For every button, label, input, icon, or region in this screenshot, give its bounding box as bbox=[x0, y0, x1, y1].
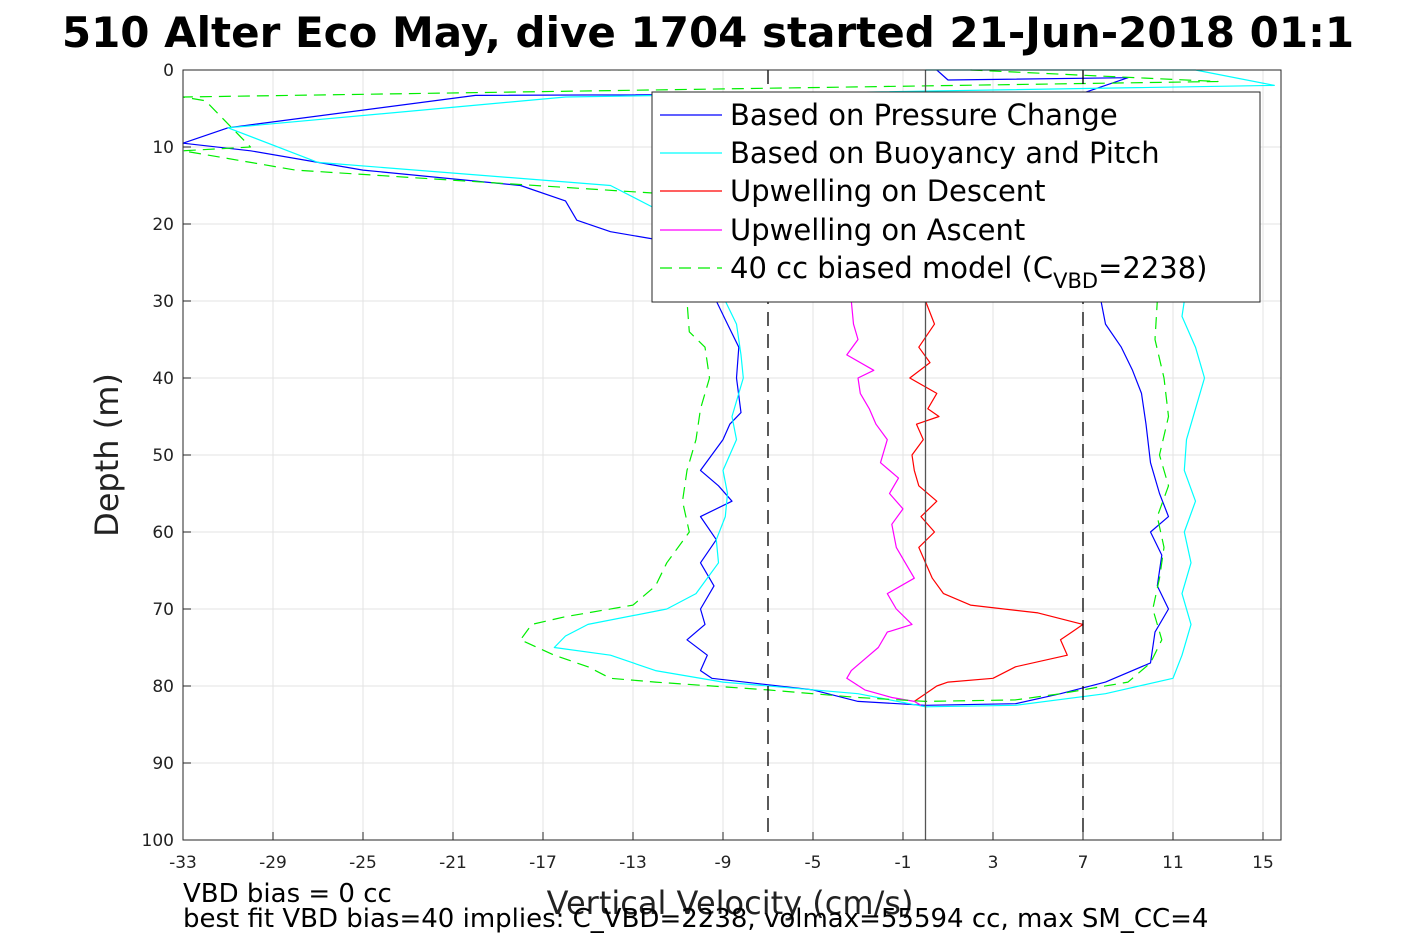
legend-label-buoyancy: Based on Buoyancy and Pitch bbox=[730, 136, 1160, 170]
x-tick-label: -5 bbox=[805, 853, 822, 873]
y-tick-label: 10 bbox=[152, 138, 174, 158]
series-line-based-on-pressure-change bbox=[182, 69, 1170, 706]
y-tick-label: 50 bbox=[152, 446, 174, 466]
x-tick-label: -33 bbox=[169, 853, 197, 873]
y-axis-ticks: 0 10 20 30 40 50 60 70 80 90 100 bbox=[142, 61, 191, 851]
y-axis-label: Depth (m) bbox=[88, 373, 126, 537]
series-line-upwelling-on-descent bbox=[909, 300, 1084, 702]
y-tick-label: 0 bbox=[163, 61, 174, 81]
y-tick-label: 30 bbox=[152, 292, 174, 312]
y-tick-label: 40 bbox=[152, 369, 174, 389]
x-tick-label: -21 bbox=[439, 853, 467, 873]
x-axis-ticks: -33 -29 -25 -21 -17 -13 -9 -5 -1 3 7 11 15 bbox=[169, 832, 1274, 873]
annotation-best-fit: best fit VBD bias=40 implies: C_VBD=2238… bbox=[183, 904, 1208, 934]
legend-label-upwelling-ascent: Upwelling on Ascent bbox=[730, 213, 1025, 247]
x-tick-label: 15 bbox=[1252, 853, 1274, 873]
x-tick-label: -25 bbox=[349, 853, 377, 873]
legend-label-pressure: Based on Pressure Change bbox=[730, 98, 1118, 132]
y-tick-label: 70 bbox=[152, 600, 174, 620]
series-line-upwelling-on-ascent bbox=[846, 300, 922, 706]
chart-title: 510 Alter Eco May, dive 1704 started 21-… bbox=[62, 8, 1354, 57]
x-tick-label: -17 bbox=[529, 853, 557, 873]
legend-model-subscript: VBD bbox=[1053, 269, 1098, 293]
y-tick-label: 20 bbox=[152, 215, 174, 235]
legend-model-prefix: 40 cc biased model (C bbox=[730, 251, 1053, 285]
x-axis-label: Vertical Velocity (cm/s) bbox=[547, 884, 914, 922]
y-tick-label: 60 bbox=[152, 523, 174, 543]
x-tick-label: 7 bbox=[1078, 853, 1089, 873]
x-tick-label: -9 bbox=[715, 853, 732, 873]
legend-box bbox=[651, 91, 1261, 303]
y-tick-label: 80 bbox=[152, 677, 174, 697]
legend-label-upwelling-descent: Upwelling on Descent bbox=[730, 174, 1046, 208]
y-tick-label: 90 bbox=[152, 754, 174, 774]
x-tick-label: -29 bbox=[259, 853, 287, 873]
legend: Based on Pressure Change Based on Buoyan… bbox=[651, 91, 1261, 303]
x-tick-label: -13 bbox=[619, 853, 647, 873]
y-tick-label: 100 bbox=[142, 831, 174, 851]
legend-model-suffix: =2238) bbox=[1098, 251, 1207, 285]
annotation-vbd-bias: VBD bias = 0 cc bbox=[183, 879, 392, 909]
legend-label-biased-model: 40 cc biased model (CVBD=2238) bbox=[730, 251, 1208, 293]
x-tick-label: 11 bbox=[1162, 853, 1184, 873]
x-tick-label: 3 bbox=[988, 853, 999, 873]
x-tick-label: -1 bbox=[895, 853, 912, 873]
